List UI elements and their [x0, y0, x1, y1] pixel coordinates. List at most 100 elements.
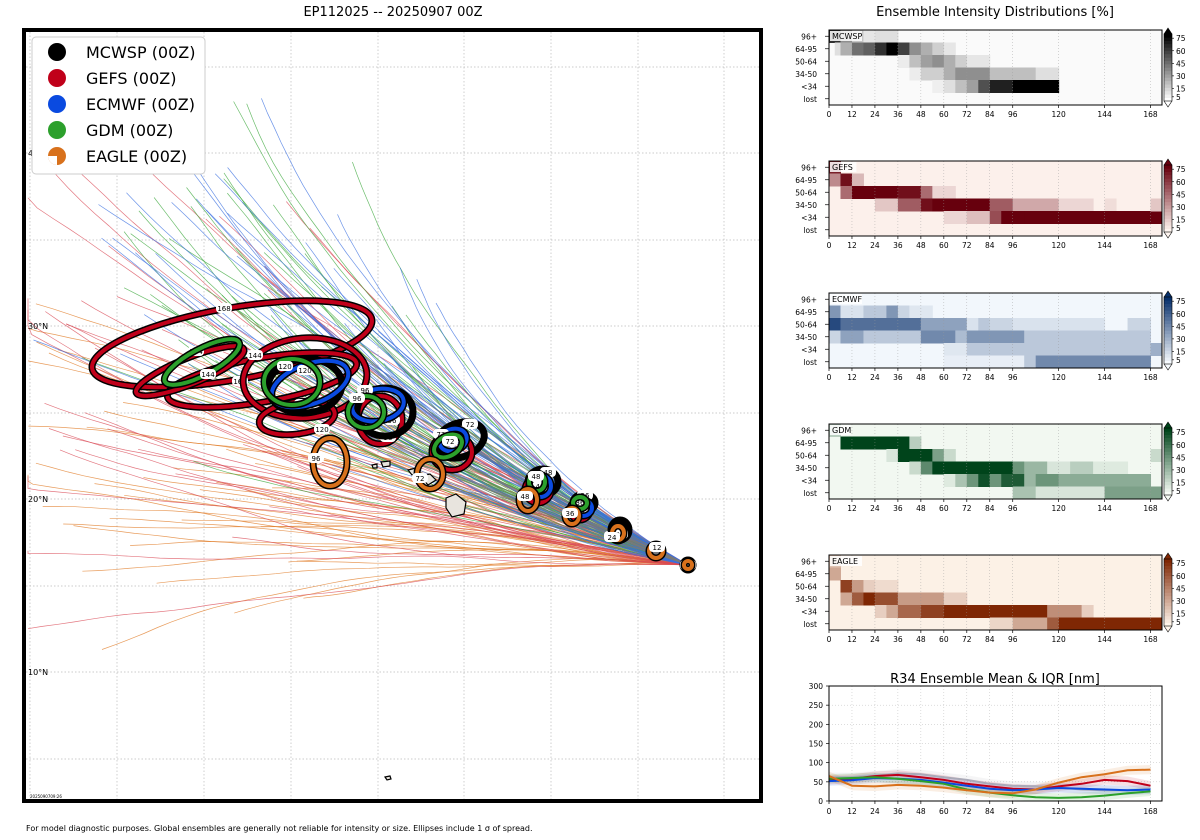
colorbar-tick-label: 15	[1176, 84, 1186, 93]
ellipse-label: 48	[521, 493, 530, 501]
heatmap-cell	[943, 55, 956, 68]
colorbar-cap-bottom	[1163, 100, 1173, 108]
heatmap-mcwsp: 96+ 64-95 50-64 34-50 <34 lost 0 12 24 36 48 60 72 84…	[795, 27, 1186, 119]
track-line	[82, 541, 689, 572]
heatmap-cell	[874, 592, 899, 606]
ellipse-label-bg	[412, 473, 428, 483]
heatmap-cell	[989, 211, 1002, 224]
x-tick-label: 12	[847, 807, 857, 816]
x-tick-label: 144	[1097, 504, 1112, 513]
colorbar-tick-label: 15	[1176, 215, 1186, 224]
heatmap-cell	[897, 449, 933, 462]
panel-name-bg	[830, 556, 862, 566]
heatmap-cell	[840, 318, 922, 331]
heatmap-cell	[886, 449, 899, 462]
x-tick-label: 84	[985, 635, 995, 644]
heatmap-cell	[989, 80, 1014, 93]
x-tick-label: 12	[847, 635, 857, 644]
legend-label: GEFS (00Z)	[86, 69, 176, 88]
heatmap-cell	[1012, 198, 1060, 212]
heatmap-cell	[851, 580, 864, 593]
heatmap-cell	[966, 474, 979, 487]
x-tick-label: 96	[1008, 110, 1018, 119]
colorbar-segment	[1164, 34, 1172, 38]
x-tick-label: 60	[939, 807, 949, 816]
x-tick-label: 120	[1051, 373, 1066, 382]
x-tick-label: 168	[1143, 504, 1158, 513]
x-tick-label: 24	[870, 504, 880, 513]
legend-item-gefs: GEFS (00Z)	[48, 69, 176, 88]
x-tick-label: 36	[893, 807, 903, 816]
heatmap-cell	[1058, 617, 1094, 631]
islands	[371, 460, 467, 781]
heatmap-cell	[943, 605, 1048, 618]
r34-line-eagle	[828, 768, 1151, 795]
x-tick-label: 48	[916, 504, 926, 513]
legend-marker	[48, 95, 66, 113]
x-tick-label: 144	[1097, 373, 1112, 382]
ellipse-gdm-72: 72	[430, 431, 466, 461]
legend-item-eagle: EAGLE (00Z)	[48, 147, 187, 166]
colorbar-segment	[1164, 87, 1172, 92]
x-tick-label: 0	[827, 373, 832, 382]
heatmap-cell	[989, 474, 1002, 487]
colorbar-segment	[1164, 320, 1172, 325]
y-tick-label: 0	[818, 797, 823, 806]
row-label: lost	[803, 489, 817, 498]
row-label: 64-95	[795, 45, 817, 54]
colorbar-segment	[1164, 94, 1172, 98]
heatmap-cell	[863, 305, 887, 319]
x-tick-label: 72	[962, 110, 972, 119]
colorbar-segment	[1164, 303, 1172, 308]
heatmap-cell	[920, 330, 956, 344]
heatmap-cell	[1104, 198, 1117, 212]
colorbar-tick-label: 15	[1176, 347, 1186, 356]
map-legend: MCWSP (00Z) GEFS (00Z) ECMWF (00Z) GDM (…	[31, 36, 206, 175]
heatmap-cell	[897, 42, 910, 56]
ellipse-eagle-96: 96	[308, 434, 351, 490]
colorbar-segment	[1164, 300, 1172, 304]
row-label: 96+	[801, 557, 817, 566]
heatmap-cell	[1070, 461, 1094, 475]
row-label: 34-50	[795, 70, 817, 79]
colorbar-segment	[1164, 47, 1172, 52]
track-line	[27, 476, 689, 566]
colorbar-tick-label: 60	[1176, 178, 1186, 187]
row-label: 96+	[801, 295, 817, 304]
colorbar-segment	[1164, 67, 1172, 72]
x-tick-label: 84	[985, 504, 995, 513]
colorbar-segment	[1164, 317, 1172, 321]
colorbar-segment	[1164, 185, 1172, 189]
colorbar-segment	[1164, 90, 1172, 95]
colorbar-segment	[1164, 575, 1172, 580]
heatmap-cell	[897, 605, 922, 618]
r34-line-gefs	[828, 773, 1151, 791]
ellipse-eagle-24: 24	[604, 522, 628, 544]
heatmap-frame	[828, 423, 1163, 500]
colorbar-segment	[1164, 307, 1172, 311]
track-line	[73, 525, 689, 566]
ellipse-label-bg	[216, 303, 232, 313]
intensity-distributions: 96+ 64-95 50-64 34-50 <34 lost 0 12 24 36 48 60 72 84…	[795, 27, 1186, 644]
island	[371, 463, 378, 469]
heatmap-cell	[955, 474, 968, 487]
x-tick-label: 72	[962, 373, 972, 382]
panel-name: EAGLE	[832, 557, 858, 566]
colorbar-tick-label: 5	[1176, 224, 1181, 233]
ellipse-label-bg	[562, 508, 578, 518]
x-tick-label: 60	[939, 635, 949, 644]
heatmap-cell	[966, 318, 979, 331]
ellipse-gefs-144: 144	[239, 334, 371, 422]
ellipse-label-bg	[314, 424, 330, 434]
colorbar-segment	[1164, 64, 1172, 68]
colorbar-segment	[1164, 438, 1172, 442]
heatmap-ecmwf: 96+ 64-95 50-64 34-50 <34 lost 0 12 24 36 48 60 72 84…	[795, 290, 1186, 382]
heatmap-cell	[989, 198, 1014, 212]
heatmap-cell	[1024, 355, 1037, 369]
legend-label: MCWSP (00Z)	[86, 43, 196, 62]
x-tick-label: 36	[893, 635, 903, 644]
legend-label: ECMWF (00Z)	[86, 95, 195, 114]
heatmap-cell	[966, 55, 991, 68]
legend-item-ecmwf: ECMWF (00Z)	[48, 95, 195, 114]
x-tick-label: 84	[985, 241, 995, 250]
